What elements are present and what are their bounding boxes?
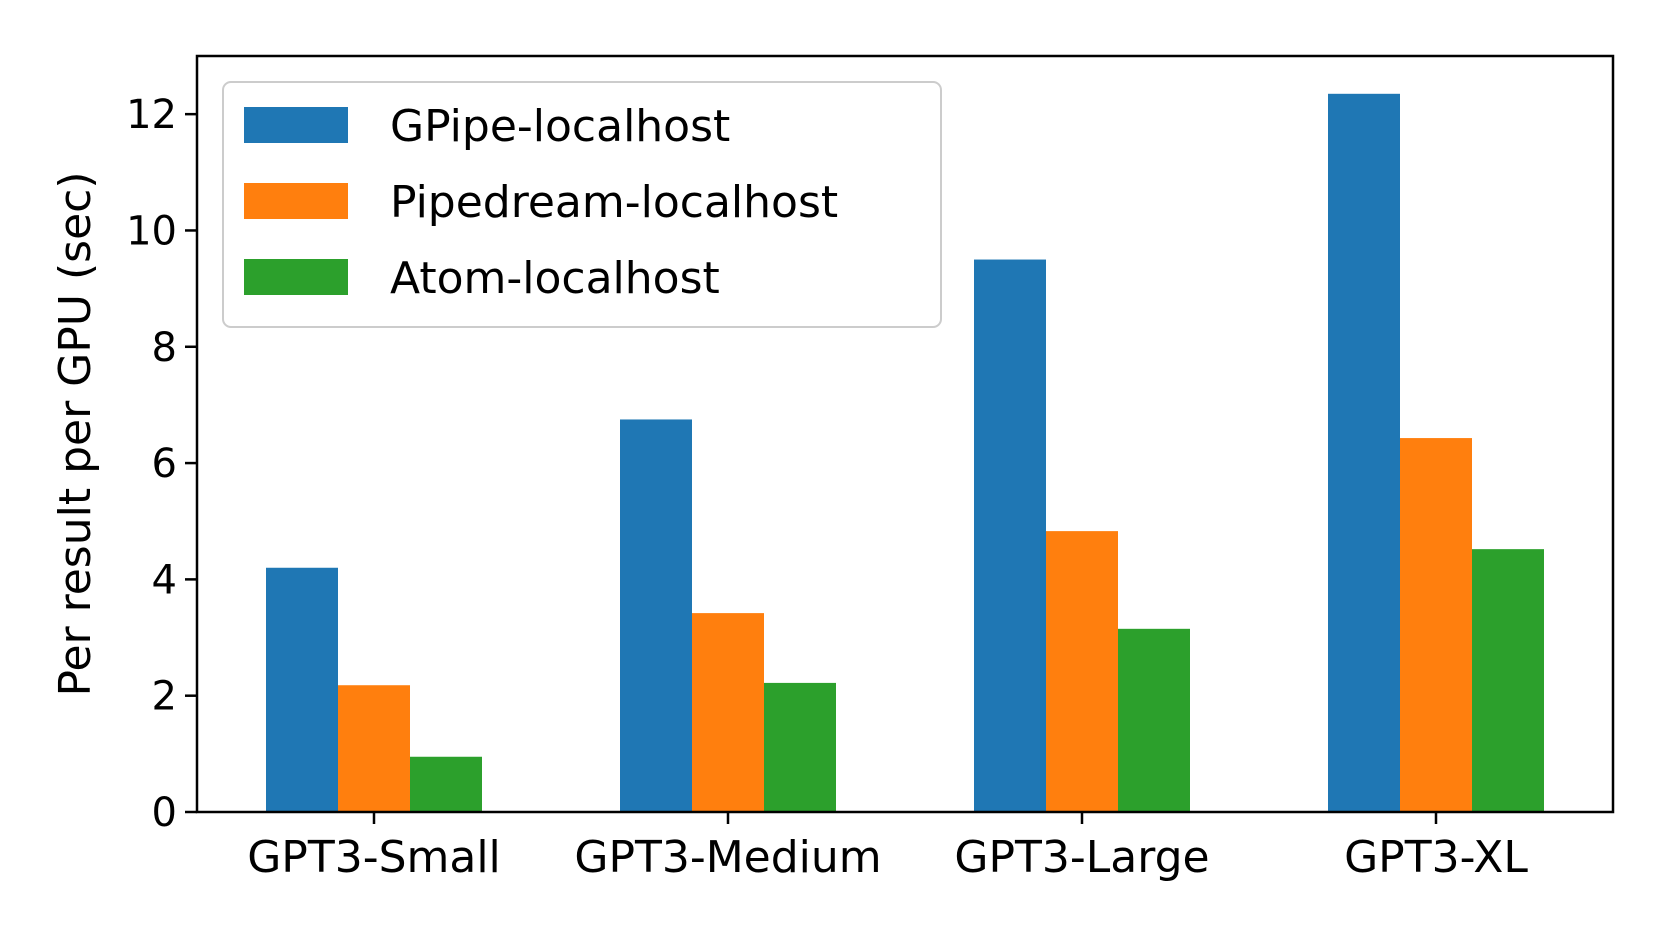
- x-axis: GPT3-Small GPT3-Medium GPT3-Large GPT3-XL: [247, 812, 1528, 883]
- bar-Atom-localhost-GPT3-Large: [1118, 628, 1190, 812]
- bar-GPipe-localhost-GPT3-XL: [1328, 93, 1400, 813]
- legend-box: [222, 81, 942, 328]
- legend: GPipe-localhost Pipedream-localhost Atom-l…: [222, 81, 942, 328]
- bar-GPipe-localhost-GPT3-Large: [974, 259, 1046, 812]
- legend-swatch: [244, 107, 348, 143]
- bar-Pipedream-localhost-GPT3-XL: [1400, 438, 1472, 812]
- bar-Pipedream-localhost-GPT3-Large: [1046, 531, 1118, 812]
- bar-GPipe-localhost-GPT3-Medium: [620, 419, 692, 812]
- bar-Pipedream-localhost-GPT3-Small: [338, 685, 410, 812]
- y-axis: 0 2 4 6 8 10 12: [126, 92, 197, 836]
- bars-group: [266, 93, 1544, 813]
- y-tick-label: 8: [152, 325, 177, 371]
- y-axis-label: Per result per GPU (sec): [50, 172, 101, 697]
- legend-label: Atom-localhost: [390, 253, 720, 304]
- bar-Atom-localhost-GPT3-Medium: [764, 682, 836, 812]
- y-tick-label: 2: [152, 674, 177, 720]
- legend-label: Pipedream-localhost: [390, 177, 838, 228]
- x-tick-label: GPT3-Large: [954, 832, 1209, 883]
- y-tick-label: 0: [152, 790, 177, 836]
- bar-Atom-localhost-GPT3-Small: [410, 756, 482, 812]
- x-tick-label: GPT3-Small: [247, 832, 501, 883]
- y-tick-label: 10: [126, 208, 177, 254]
- x-tick-label: GPT3-XL: [1344, 832, 1528, 883]
- plot-frame: [195, 54, 1615, 814]
- bar-Atom-localhost-GPT3-XL: [1472, 549, 1544, 812]
- legend-swatch: [244, 259, 348, 295]
- x-tick-label: GPT3-Medium: [574, 832, 881, 883]
- legend-label: GPipe-localhost: [390, 101, 730, 152]
- bar-GPipe-localhost-GPT3-Small: [266, 567, 338, 812]
- y-tick-label: 4: [152, 557, 177, 603]
- y-tick-label: 6: [152, 441, 177, 487]
- y-tick-label: 12: [126, 92, 177, 138]
- bar-Pipedream-localhost-GPT3-Medium: [692, 613, 764, 812]
- legend-swatch: [244, 183, 348, 219]
